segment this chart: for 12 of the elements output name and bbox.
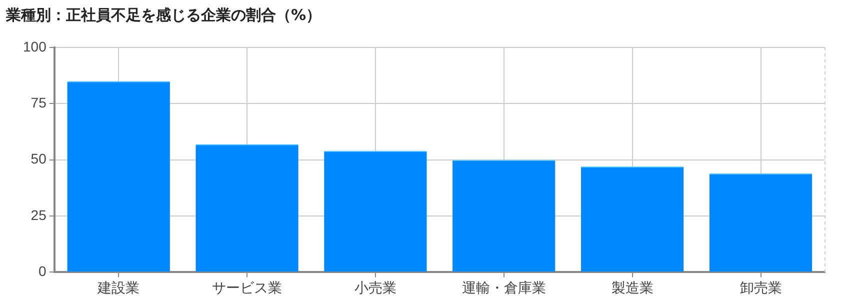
y-tick-label: 25 [30, 206, 47, 223]
chart-title: 業種別：正社員不足を感じる企業の割合（%） [6, 6, 322, 25]
y-tick-label: 0 [38, 263, 47, 280]
x-tick-label: 卸売業 [740, 279, 782, 296]
x-tick-label: 運輸・倉庫業 [462, 279, 546, 296]
y-tick-label: 75 [30, 94, 47, 110]
x-tick-label: 小売業 [354, 279, 396, 296]
x-tick-label: 建設業 [96, 279, 140, 296]
x-tick-label: サービス業 [212, 279, 282, 296]
x-tick-label: 製造業 [611, 279, 654, 296]
y-tick-label: 100 [23, 38, 47, 54]
y-tick-label: 50 [30, 150, 47, 167]
